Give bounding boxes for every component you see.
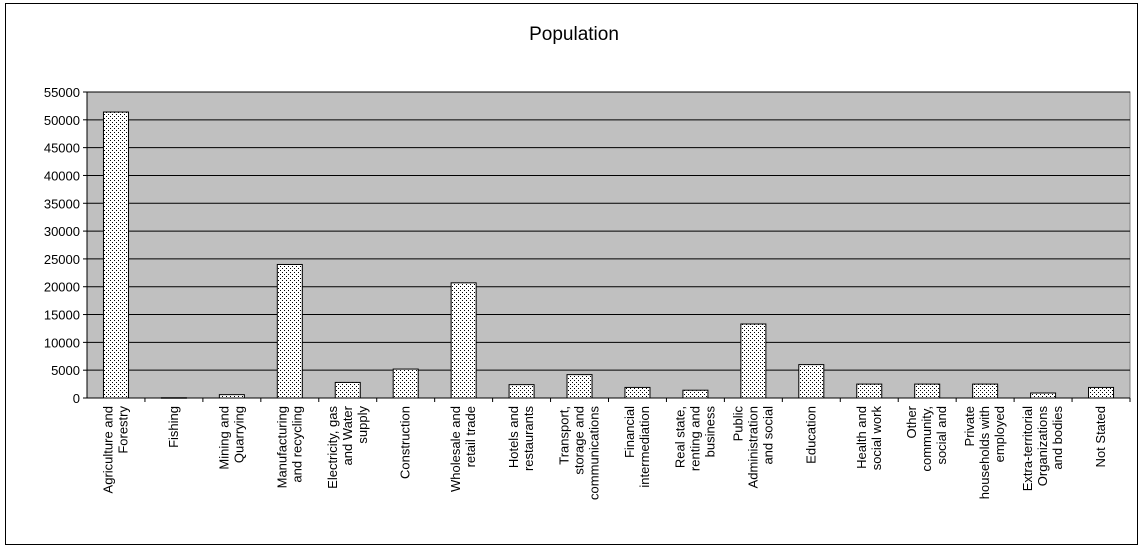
x-tick-label: Not Stated	[1093, 406, 1108, 467]
bar	[392, 368, 419, 399]
bar	[334, 381, 361, 399]
bar	[740, 323, 767, 399]
bar	[798, 364, 825, 399]
y-tick-label: 20000	[44, 280, 80, 295]
y-tick-label: 10000	[44, 335, 80, 350]
x-tick-label: Private	[962, 406, 977, 446]
x-tick-label: restaurants	[521, 406, 536, 472]
x-tick-label: supply	[355, 406, 370, 444]
x-tick-label: Extra-territorial	[1020, 406, 1035, 491]
x-tick-label: and bodies	[1050, 406, 1065, 470]
x-tick-label: Public	[730, 406, 745, 442]
x-tick-label: Wholesale and	[448, 406, 463, 492]
x-tick-label: Hotels and	[506, 406, 521, 468]
x-tick-label: Fishing	[166, 406, 181, 448]
x-tick-label: households with	[977, 406, 992, 499]
bar	[160, 397, 187, 399]
x-tick-label: renting and	[687, 406, 702, 471]
x-tick-label: Real state,	[672, 406, 687, 468]
bar	[682, 389, 709, 399]
x-tick-label: community,	[919, 406, 934, 472]
bar	[218, 394, 245, 399]
bar	[102, 111, 129, 399]
bar	[276, 263, 303, 399]
x-tick-label: Manufacturing	[274, 406, 289, 488]
y-tick-label: 0	[73, 391, 80, 406]
y-tick-label: 15000	[44, 308, 80, 323]
x-tick-label: and recycling	[289, 406, 304, 483]
x-tick-label: social and	[934, 406, 949, 465]
y-tick-label: 35000	[44, 196, 80, 211]
y-tick-label: 45000	[44, 141, 80, 156]
y-tick-label: 5000	[51, 363, 80, 378]
x-tick-label: Agriculture and	[100, 406, 115, 493]
bar	[450, 282, 477, 399]
bar	[566, 374, 593, 399]
x-tick-label: Health and	[854, 406, 869, 469]
bar	[856, 383, 883, 399]
bar	[624, 386, 651, 399]
x-tick-label: and social	[760, 406, 775, 465]
x-tick-label: Construction	[398, 406, 413, 479]
x-tick-label: social work	[869, 406, 884, 471]
bar	[914, 383, 941, 399]
x-tick-label: intermediation	[637, 406, 652, 488]
y-tick-label: 55000	[44, 85, 80, 100]
y-tick-label: 25000	[44, 252, 80, 267]
x-tick-label: Financial	[622, 406, 637, 458]
x-tick-label: employed	[992, 406, 1007, 462]
x-tick-label: storage and	[572, 406, 587, 475]
chart-title: Population	[529, 24, 619, 45]
bar	[508, 384, 535, 399]
bar	[1088, 386, 1115, 399]
chart-frame: Population 0 5000 10000 15000 20000 25000 3000…	[5, 3, 1138, 545]
y-tick-label: 40000	[44, 168, 80, 183]
x-tick-label: Forestry	[115, 406, 130, 454]
plot-background	[86, 91, 1131, 399]
x-tick-label: Other	[904, 405, 919, 438]
x-tick-label: and Water	[340, 405, 355, 465]
x-tick-label: Electricity, gas	[325, 406, 340, 489]
plot-area: 0 5000 10000 15000 20000 25000 30000 35000 40000…	[44, 85, 1131, 500]
x-tick-label: communications	[587, 406, 602, 500]
y-tick-label: 30000	[44, 224, 80, 239]
x-tick-label: Education	[803, 406, 818, 464]
y-tick-label: 50000	[44, 113, 80, 128]
x-tick-label: Mining and	[216, 406, 231, 470]
x-tick-label: business	[702, 406, 717, 458]
x-tick-label: Organizations	[1035, 406, 1050, 487]
x-tick-label: Administration	[745, 406, 760, 488]
bar-chart: Population 0 5000 10000 15000 20000 25000 3000…	[44, 24, 1131, 500]
bar	[972, 383, 999, 399]
x-tick-label: retail trade	[463, 406, 478, 467]
bar	[1030, 392, 1057, 399]
x-tick-label: Quarrying	[231, 406, 246, 463]
x-tick-label: Transport,	[557, 406, 572, 465]
